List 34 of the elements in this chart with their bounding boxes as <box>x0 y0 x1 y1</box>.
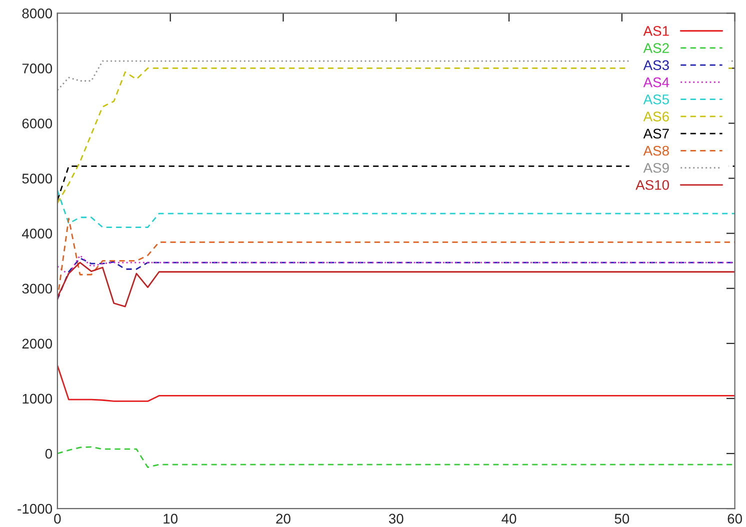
legend-label: AS9 <box>643 162 669 173</box>
y-tick-label: 2000 <box>22 338 52 349</box>
y-tick-label: 5000 <box>22 174 52 184</box>
y-tick-label: 3000 <box>22 284 52 294</box>
x-tick-label: 60 <box>728 514 742 524</box>
line-series <box>57 364 735 402</box>
y-tick-label: 0 <box>45 448 52 459</box>
x-tick-label: 40 <box>502 514 516 524</box>
legend-label: AS7 <box>643 128 669 139</box>
y-tick-label: 1000 <box>22 394 52 404</box>
y-tick-label: 4000 <box>22 228 52 239</box>
x-tick-label: 0 <box>54 514 61 524</box>
y-tick-label: 6000 <box>22 118 52 128</box>
x-tick-label: 10 <box>164 514 178 524</box>
line-series <box>57 262 735 308</box>
line-series <box>57 254 735 276</box>
legend-label: AS3 <box>643 60 669 70</box>
y-tick-label: -1000 <box>18 504 52 514</box>
line-series <box>57 446 735 468</box>
legend-label: AS2 <box>643 43 669 53</box>
line-series <box>57 190 735 228</box>
x-tick-label: 20 <box>276 514 290 524</box>
x-tick-label: 50 <box>614 514 630 524</box>
line-series <box>57 218 735 300</box>
legend-label: AS1 <box>643 26 669 36</box>
legend-label: AS5 <box>643 94 669 104</box>
y-tick-label: 7000 <box>22 64 52 74</box>
legend-label: AS10 <box>636 180 669 190</box>
line-series <box>57 257 735 300</box>
x-tick-label: 30 <box>388 514 404 524</box>
legend-label: AS8 <box>643 146 669 156</box>
legend-label: AS6 <box>643 112 669 122</box>
y-tick-label: 8000 <box>22 8 52 18</box>
legend-label: AS4 <box>643 77 670 88</box>
